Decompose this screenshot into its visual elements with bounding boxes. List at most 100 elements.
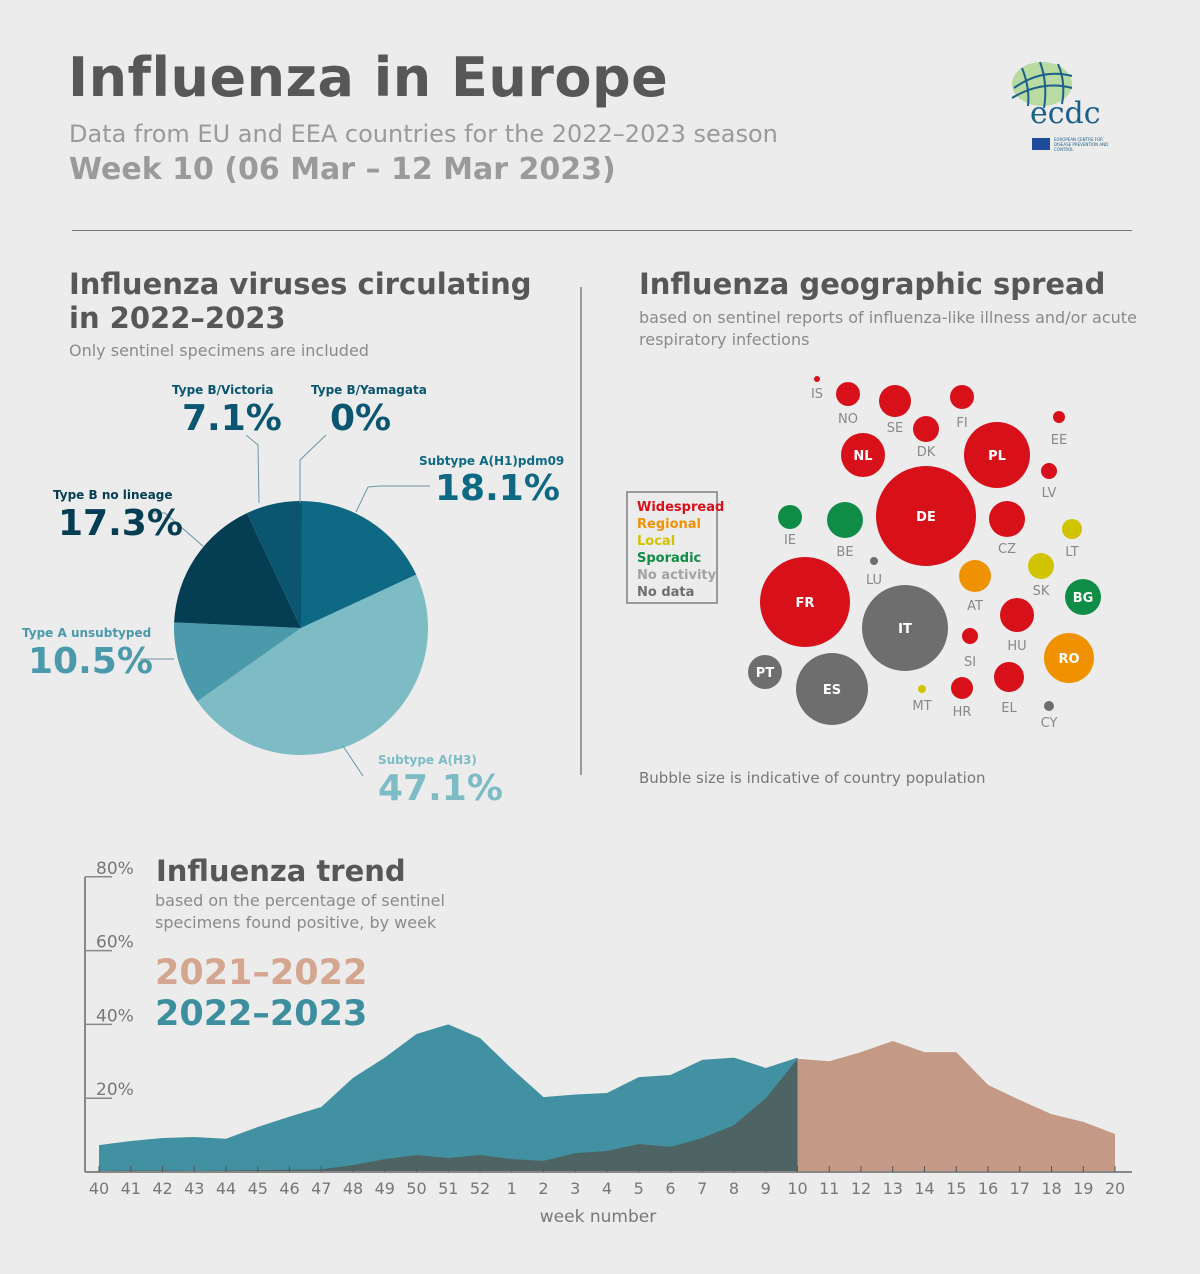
bubble-label: FR	[796, 596, 815, 611]
bubble-footnote: Bubble size is indicative of country pop…	[639, 769, 986, 787]
bubble-mt	[918, 685, 926, 693]
week-label: Week 10 (06 Mar – 12 Mar 2023)	[69, 152, 616, 187]
bubble-fr	[760, 557, 850, 647]
leader-line	[342, 745, 364, 777]
bubble-label: CY	[1041, 716, 1058, 731]
bubble-no	[836, 382, 860, 406]
trend-note-line1: based on the percentage of sentinel	[155, 891, 445, 910]
bubble-label: IS	[811, 387, 823, 402]
legend-2021-2022: 2021–2022	[155, 953, 368, 993]
y-tick-label: 40%	[96, 1006, 134, 1026]
x-tick-label: 42	[152, 1179, 172, 1198]
x-tick-label: 2	[538, 1179, 548, 1198]
bubble-sk	[1028, 553, 1054, 579]
eu-flag-icon	[1032, 138, 1050, 150]
x-tick-label: 20	[1105, 1179, 1125, 1198]
slice-label: Type A unsubtyped	[22, 626, 151, 640]
bubble-label: FI	[956, 416, 967, 431]
x-tick-label: 47	[311, 1179, 331, 1198]
bubble-se	[879, 385, 911, 417]
x-tick-label: 12	[851, 1179, 871, 1198]
bubble-label: DE	[916, 510, 936, 525]
x-axis-label: week number	[540, 1207, 656, 1227]
x-tick-label: 3	[570, 1179, 580, 1198]
x-tick-label: 9	[761, 1179, 771, 1198]
x-tick-label: 43	[184, 1179, 204, 1198]
slice-value: 10.5%	[28, 641, 153, 682]
bubble-ie	[778, 505, 802, 529]
slice-value: 0%	[330, 398, 391, 439]
spread-note-line1: based on sentinel reports of influenza-l…	[639, 308, 1137, 327]
section-divider	[580, 287, 582, 775]
x-tick-label: 51	[438, 1179, 458, 1198]
x-tick-label: 11	[819, 1179, 839, 1198]
x-tick-label: 1	[507, 1179, 517, 1198]
pie-slice	[174, 622, 301, 702]
bubble-label: RO	[1058, 652, 1079, 667]
x-tick-label: 16	[978, 1179, 998, 1198]
bubble-it	[862, 585, 948, 671]
bubble-nl	[841, 433, 885, 477]
viruses-title-line2: in 2022–2023	[69, 301, 286, 335]
leader-line	[299, 434, 327, 503]
bubble-label: NO	[838, 412, 858, 427]
leader-line	[355, 485, 430, 513]
logo-text: ecdc	[1030, 96, 1101, 131]
bubble-label: BE	[836, 545, 853, 560]
page-subtitle: Data from EU and EEA countries for the 2…	[69, 120, 778, 148]
bubble-de	[876, 466, 976, 566]
bubble-label: CZ	[998, 542, 1016, 557]
bubble-el	[994, 662, 1024, 692]
bubble-label: DK	[917, 445, 936, 460]
bubble-pl	[964, 422, 1030, 488]
bubble-at	[959, 560, 991, 592]
x-tick-label: 17	[1010, 1179, 1030, 1198]
bubble-label: LT	[1065, 545, 1078, 560]
bubble-chart: IS NO SE FI DK EE NL PL LV DE IE BE CZ LT LU AT SK BG FR IT…	[748, 376, 1101, 731]
bubble-lt	[1062, 519, 1082, 539]
header-divider	[72, 230, 1132, 231]
y-tick-label: 80%	[96, 859, 134, 879]
bubble-label: HR	[953, 705, 972, 720]
legend-2022-2023: 2022–2023	[155, 994, 368, 1034]
bubble-label: BG	[1073, 591, 1094, 606]
bubble-ee	[1053, 411, 1065, 423]
bubble-label: EE	[1051, 433, 1067, 448]
x-tick-label: 19	[1073, 1179, 1093, 1198]
pie-slice	[197, 574, 428, 755]
activity-legend: Widespread Regional Local Sporadic No activi…	[626, 491, 725, 604]
x-tick-label: 4	[602, 1179, 612, 1198]
bubble-is	[814, 376, 820, 382]
bubble-cz	[989, 501, 1025, 537]
slice-label: Type B/Yamagata	[311, 383, 427, 397]
logo-subtext: EUROPEAN CENTRE FOR DISEASE PREVENTION A…	[1054, 137, 1109, 152]
pie-slice	[301, 501, 417, 628]
y-tick-label: 20%	[96, 1080, 134, 1100]
legend-item-widespread: Widespread	[637, 500, 725, 515]
slice-value: 17.3%	[58, 503, 183, 544]
spread-note: based on sentinel reports of influenza-l…	[639, 307, 1137, 351]
bubble-dk	[913, 416, 939, 442]
bubble-label: IT	[898, 622, 912, 637]
bubble-label: EL	[1001, 701, 1017, 716]
x-tick-label: 49	[375, 1179, 395, 1198]
x-tick-label: 41	[121, 1179, 141, 1198]
slice-value: 18.1%	[435, 468, 560, 509]
viruses-note: Only sentinel specimens are included	[69, 341, 369, 360]
leader-line	[148, 512, 205, 548]
viruses-title: Influenza viruses circulating in 2022–20…	[69, 267, 532, 335]
x-tick-label: 13	[883, 1179, 903, 1198]
bubble-label: SE	[887, 421, 903, 436]
trend-note-line2: specimens found positive, by week	[155, 913, 437, 932]
bubble-fi	[950, 385, 974, 409]
legend-item-regional: Regional	[637, 517, 702, 532]
bubble-label: PT	[756, 666, 775, 681]
legend-item-no_activity: No activity	[637, 568, 717, 583]
bubble-label: IE	[784, 533, 796, 548]
slice-label: Type B/Victoria	[172, 383, 273, 397]
x-tick-label: 48	[343, 1179, 363, 1198]
ecdc-logo: ecdc EUROPEAN CENTRE FOR DISEASE PREVENT…	[1008, 58, 1118, 154]
x-tick-label: 45	[248, 1179, 268, 1198]
bubble-label: SI	[964, 655, 976, 670]
bubble-pt	[748, 655, 782, 689]
